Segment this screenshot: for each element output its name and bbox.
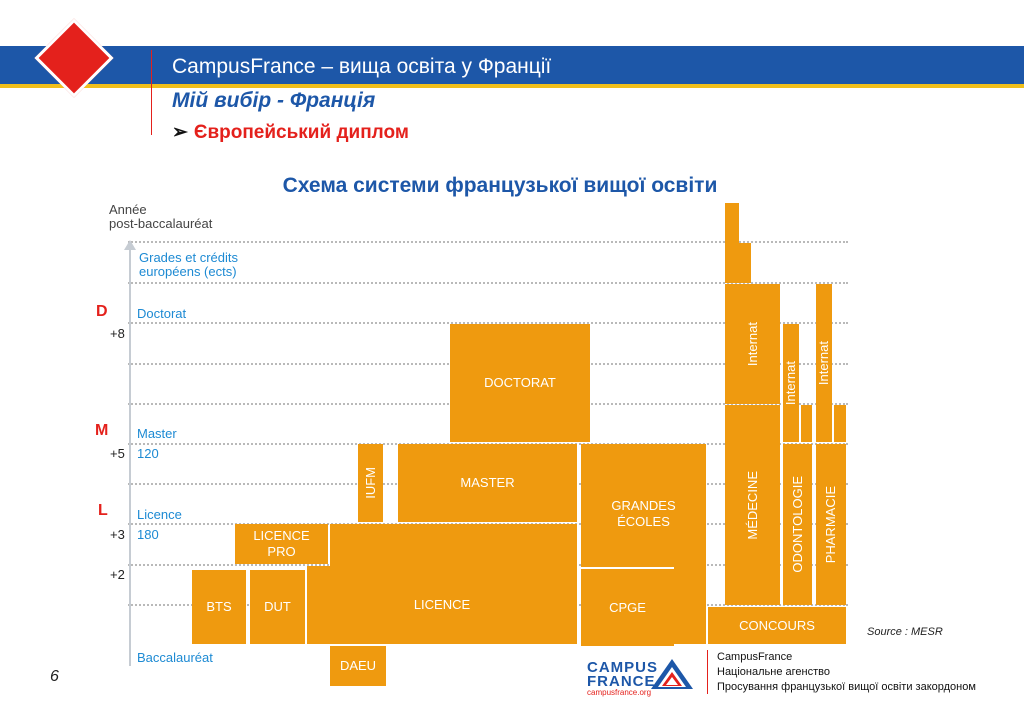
bullet-heading: ➢ Європейський диплом: [172, 121, 409, 144]
logo-triangle-icon: [651, 659, 693, 689]
block-cpge-label: CPGE: [609, 599, 646, 615]
campusfrance-logo: CAMPUS FRANCE campusfrance.org: [587, 655, 697, 697]
footer-info: CampusFrance Національне агенство Просув…: [717, 650, 976, 695]
footer-line-3: Просування французької вищої освіти зако…: [717, 681, 976, 693]
year-plus-8: +8: [110, 326, 125, 341]
doctorat-label: Doctorat: [137, 306, 187, 321]
page-number: 6: [50, 668, 59, 685]
block-odontologie-label: ODONTOLOGIE: [789, 476, 805, 573]
block-bts-label: BTS: [206, 599, 232, 614]
block-licence-pro-label: LICENCE PRO: [253, 528, 310, 559]
page-subtitle: Мій вибір - Франція: [172, 89, 376, 112]
footer-divider: [707, 650, 708, 694]
block-licence-lower: LICENCE: [307, 566, 577, 644]
block-doctorat: DOCTORAT: [450, 324, 590, 442]
logo-word-campus: CAMPUS: [587, 659, 659, 676]
grades-label-line2: européens (ects): [139, 264, 237, 279]
year-axis: [129, 250, 131, 666]
block-pharmacie: PHARMACIE: [816, 444, 846, 605]
block-pharmacie-label: PHARMACIE: [823, 485, 838, 564]
block-internat-pharmacie: Internat: [816, 284, 832, 442]
block-internat-medecine: Internat: [725, 284, 780, 404]
block-daeu: DAEU: [330, 646, 386, 686]
header-band: [0, 46, 1024, 88]
footer-line-1: CampusFrance: [717, 651, 793, 663]
block-pharmacie-step: [834, 405, 846, 442]
axis-arrow-icon: [124, 240, 136, 250]
gridline: [128, 241, 848, 243]
bullet-heading-text: Європейський диплом: [193, 122, 409, 143]
master-letter: M: [95, 422, 109, 439]
block-doctorat-label: DOCTORAT: [484, 375, 556, 390]
block-master: MASTER: [398, 444, 577, 522]
block-dut: DUT: [250, 570, 305, 644]
gridline: [128, 322, 848, 324]
block-internat-odontologie-label: Internat: [783, 360, 798, 406]
block-internat-odontologie: Internat: [783, 324, 799, 442]
licence-letter: L: [98, 502, 108, 519]
licence-label: Licence: [137, 507, 182, 522]
block-iufm-label: IUFM: [362, 467, 378, 499]
year-plus-2: +2: [110, 567, 125, 582]
master-label: Master: [137, 426, 177, 441]
block-daeu-label: DAEU: [339, 658, 377, 673]
baccalaureat-label: Baccalauréat: [137, 650, 213, 665]
logo-word-france: FRANCE: [587, 673, 656, 690]
block-concours: CONCOURS: [708, 607, 846, 644]
scheme-title: Схема системи французької вищої освіти: [282, 174, 718, 197]
block-cpge: CPGE: [581, 567, 674, 646]
block-dut-label: DUT: [264, 599, 291, 614]
block-odontologie: ODONTOLOGIE: [783, 444, 812, 605]
block-odontologie-step: [801, 405, 812, 442]
block-grandes-ecoles-label: GRANDES ÉCOLES: [611, 498, 676, 529]
block-iufm: IUFM: [358, 444, 383, 522]
header-divider: [151, 50, 152, 135]
block-licence-label: LICENCE: [413, 597, 471, 612]
axis-title-line2: post-baccalauréat: [109, 216, 213, 231]
block-bts: BTS: [192, 570, 246, 644]
page-title: CampusFrance – вища освіта у Франції: [172, 55, 552, 78]
source-note: Source : MESR: [867, 626, 943, 638]
ects-120: 120: [137, 446, 159, 461]
grades-label-line1: Grades et crédits: [139, 250, 238, 265]
axis-title-line1: Année: [109, 202, 147, 217]
doctorat-letter: D: [96, 303, 108, 320]
block-master-label: MASTER: [460, 475, 515, 490]
block-concours-label: CONCOURS: [739, 617, 815, 633]
gridline: [128, 282, 848, 284]
block-licence-pro: LICENCE PRO: [235, 524, 328, 564]
logo-url: campusfrance.org: [587, 688, 652, 697]
year-plus-3: +3: [110, 527, 125, 542]
block-medecine-label: MÉDECINE: [744, 470, 760, 540]
footer-line-2: Національне агенство: [717, 666, 830, 678]
block-internat-medecine-label: Internat: [744, 321, 760, 367]
arrow-bullet-icon: ➢: [172, 122, 188, 143]
block-internat-step: [725, 243, 751, 283]
ects-180: 180: [137, 527, 159, 542]
block-internat-pharmacie-label: Internat: [816, 340, 831, 386]
year-plus-5: +5: [110, 446, 125, 461]
block-medecine: MÉDECINE: [725, 405, 780, 605]
